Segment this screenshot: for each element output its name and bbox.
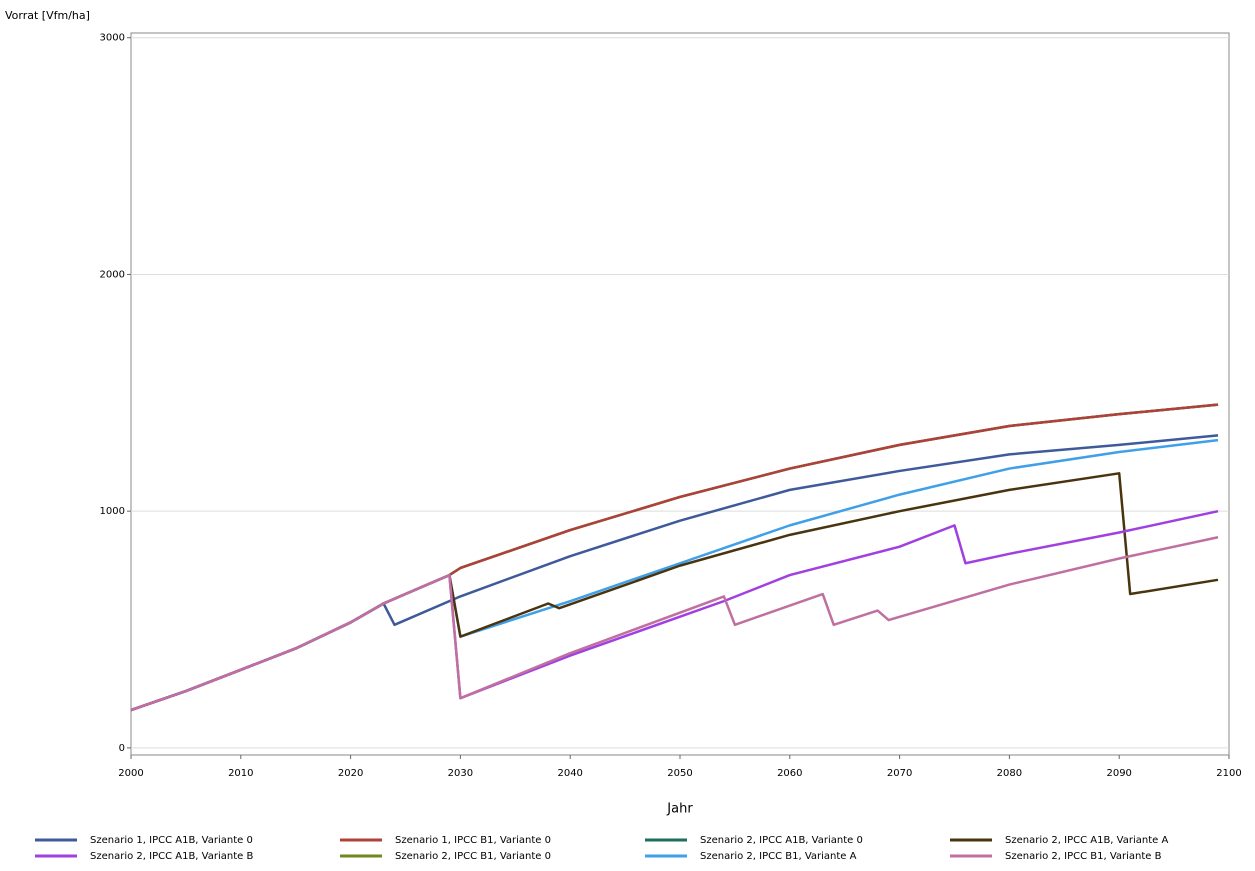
x-axis-label: Jahr xyxy=(666,802,693,817)
series-line xyxy=(130,472,1219,712)
x-tick-label: 2090 xyxy=(1106,768,1131,779)
y-tick-label: 2000 xyxy=(100,269,125,280)
x-tick-label: 2020 xyxy=(338,768,363,779)
y-tick-label: 3000 xyxy=(100,33,125,44)
y-tick-label: 1000 xyxy=(100,506,125,517)
x-tick-label: 2040 xyxy=(557,768,582,779)
y-axis-label: Vorrat [Vfm/ha] xyxy=(5,9,90,22)
x-tick-label: 2060 xyxy=(777,768,802,779)
x-tick-label: 2030 xyxy=(448,768,473,779)
legend-label: Szenario 2, IPCC A1B, Variante B xyxy=(90,851,253,862)
series-line xyxy=(130,535,1219,712)
x-tick-label: 2080 xyxy=(997,768,1022,779)
x-tick-label: 2050 xyxy=(667,768,692,779)
legend-label: Szenario 2, IPCC A1B, Variante A xyxy=(1005,835,1168,846)
y-tick-label: 0 xyxy=(119,743,125,754)
x-tick-label: 2000 xyxy=(118,768,143,779)
legend-label: Szenario 2, IPCC B1, Variante B xyxy=(1005,851,1162,862)
legend-label: Szenario 1, IPCC B1, Variante 0 xyxy=(395,835,551,846)
legend-label: Szenario 2, IPCC A1B, Variante 0 xyxy=(700,835,863,846)
series-line xyxy=(130,438,1219,712)
x-tick-label: 2010 xyxy=(228,768,253,779)
legend-label: Szenario 1, IPCC A1B, Variante 0 xyxy=(90,835,253,846)
plot-frame xyxy=(130,32,1230,756)
x-tick-label: 2070 xyxy=(887,768,912,779)
series-line xyxy=(130,509,1219,712)
x-tick-label: 2100 xyxy=(1216,768,1241,779)
legend-label: Szenario 2, IPCC B1, Variante A xyxy=(700,851,857,862)
legend-label: Szenario 2, IPCC B1, Variante 0 xyxy=(395,851,551,862)
